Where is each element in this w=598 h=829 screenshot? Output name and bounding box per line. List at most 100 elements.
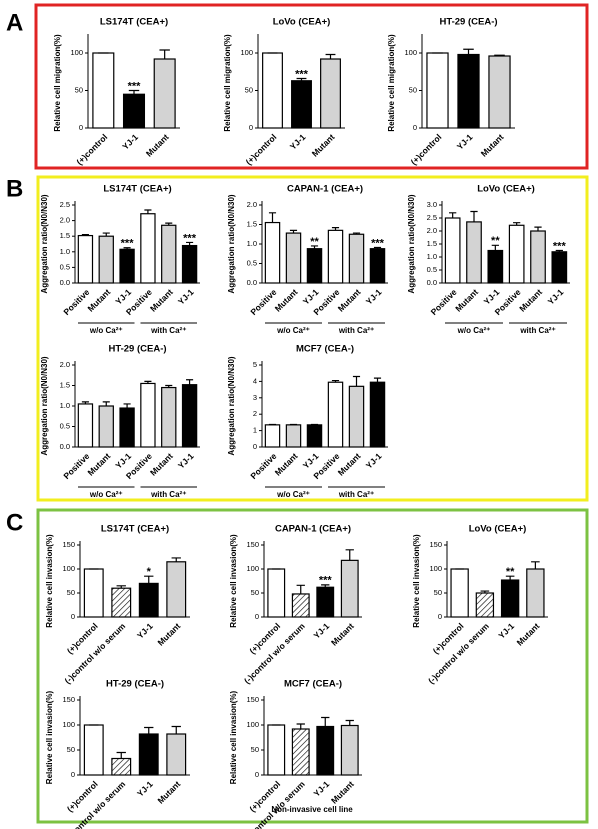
error-bar bbox=[531, 561, 540, 569]
x-tick-label: YJ-1 bbox=[135, 779, 155, 799]
y-tick-label: 0.0 bbox=[60, 442, 70, 451]
y-tick-label: 100 bbox=[70, 48, 83, 57]
y-tick-label: 0 bbox=[71, 770, 75, 779]
y-axis-label: Relative cell migration(%) bbox=[387, 34, 396, 132]
bar bbox=[161, 386, 177, 448]
error-bar bbox=[144, 726, 154, 734]
significance-label: *** bbox=[121, 238, 135, 250]
bar bbox=[83, 568, 104, 618]
x-tick-label: YJ-1 bbox=[120, 132, 140, 152]
y-tick-label: 2.0 bbox=[427, 226, 437, 235]
bar bbox=[77, 234, 94, 284]
y-tick-label: 3.0 bbox=[427, 200, 437, 209]
error-bar bbox=[116, 585, 126, 589]
error-bar bbox=[171, 725, 181, 734]
y-axis-label: Relative cell invasion(%) bbox=[45, 690, 54, 784]
bar bbox=[140, 382, 156, 448]
y-tick-label: 100 bbox=[240, 48, 253, 57]
x-tick-label: Mutant bbox=[336, 451, 363, 478]
x-tick-label: YJ-1 bbox=[455, 132, 475, 152]
chart-title: HT-29 (CEA-) bbox=[106, 679, 164, 690]
y-tick-label: 50 bbox=[75, 85, 83, 94]
x-tick-label: YJ-1 bbox=[288, 132, 308, 152]
group-label: with Ca²⁺ bbox=[338, 490, 374, 499]
bar bbox=[267, 724, 286, 776]
chart-title: LS174T (CEA+) bbox=[100, 17, 168, 28]
x-tick-label: YJ-1 bbox=[311, 779, 331, 799]
x-tick-label: Mutant bbox=[273, 287, 300, 314]
x-tick-label: Mutant bbox=[85, 451, 112, 478]
error-bar bbox=[321, 716, 330, 727]
y-tick-label: 4 bbox=[253, 376, 257, 385]
error-bar bbox=[352, 375, 361, 387]
error-bar bbox=[144, 380, 152, 384]
group-label: w/o Ca²⁺ bbox=[276, 326, 310, 335]
bar bbox=[487, 249, 504, 284]
group-label: with Ca²⁺ bbox=[519, 326, 555, 335]
x-tick-label: YJ-1 bbox=[176, 287, 196, 307]
x-tick-label: Mutant bbox=[515, 621, 542, 648]
panel-label: C bbox=[6, 509, 23, 536]
y-tick-label: 0.0 bbox=[60, 278, 70, 287]
error-bar bbox=[296, 723, 305, 729]
bar bbox=[161, 224, 177, 284]
y-tick-label: 1.0 bbox=[60, 401, 70, 410]
bar bbox=[508, 224, 525, 284]
bar bbox=[92, 52, 115, 129]
error-bar bbox=[331, 379, 340, 383]
y-tick-label: 2.0 bbox=[60, 216, 70, 225]
bar bbox=[291, 728, 310, 776]
bar bbox=[119, 248, 135, 284]
x-tick-label: YJ-1 bbox=[135, 621, 155, 641]
x-tick-label: YJ-1 bbox=[546, 287, 566, 307]
error-bar bbox=[505, 575, 515, 581]
bar bbox=[267, 568, 286, 618]
y-tick-label: 0 bbox=[255, 770, 259, 779]
y-tick-label: 50 bbox=[67, 588, 75, 597]
y-axis-label: Relative cell invasion(%) bbox=[45, 534, 54, 628]
bar bbox=[526, 568, 545, 618]
group-label: with Ca²⁺ bbox=[338, 326, 374, 335]
y-tick-label: 0 bbox=[253, 442, 257, 451]
bar bbox=[153, 58, 176, 129]
y-axis-label: Aggregation ratio(N0/N30) bbox=[40, 194, 49, 293]
y-tick-label: 100 bbox=[62, 564, 75, 573]
y-tick-label: 150 bbox=[246, 695, 259, 704]
error-bar bbox=[373, 377, 382, 383]
bar bbox=[466, 221, 482, 284]
y-axis-label: Relative cell invasion(%) bbox=[229, 534, 238, 628]
error-bar bbox=[345, 549, 354, 561]
y-tick-label: 2.5 bbox=[427, 213, 437, 222]
group-label: w/o Ca²⁺ bbox=[276, 490, 310, 499]
x-tick-label: Mutant bbox=[479, 132, 506, 159]
bar bbox=[77, 403, 94, 448]
error-bar bbox=[128, 89, 140, 95]
y-tick-label: 2.0 bbox=[60, 360, 70, 369]
y-tick-label: 150 bbox=[246, 540, 259, 549]
x-tick-label: Positive bbox=[248, 451, 278, 481]
chart-title: MCF7 (CEA-) bbox=[296, 344, 354, 355]
bar bbox=[140, 213, 156, 284]
y-tick-label: 50 bbox=[434, 588, 442, 597]
error-bar bbox=[123, 403, 131, 409]
chart-title: LoVo (CEA+) bbox=[273, 17, 331, 28]
y-tick-label: 150 bbox=[62, 540, 75, 549]
x-tick-label: Mutant bbox=[329, 621, 356, 648]
error-bar bbox=[463, 48, 474, 55]
bar bbox=[111, 757, 132, 776]
bar bbox=[119, 407, 135, 448]
bar bbox=[264, 424, 281, 448]
error-bar bbox=[352, 232, 361, 235]
error-bar bbox=[470, 210, 478, 222]
bar bbox=[306, 248, 323, 284]
bar bbox=[444, 217, 461, 284]
y-tick-label: 1.5 bbox=[60, 380, 70, 389]
bar bbox=[262, 52, 283, 129]
x-tick-label: Mutant bbox=[273, 451, 300, 478]
bar bbox=[306, 424, 323, 448]
bar bbox=[316, 586, 335, 618]
error-bar bbox=[81, 234, 89, 236]
x-tick-label: Mutant bbox=[155, 779, 182, 806]
bar bbox=[316, 725, 335, 776]
